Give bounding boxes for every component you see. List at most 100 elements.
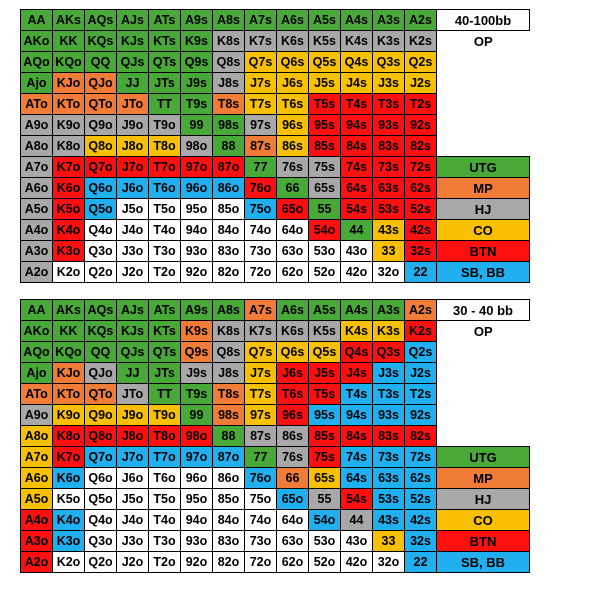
legend-position: BTN	[436, 240, 530, 262]
legend-position: MP	[436, 467, 530, 489]
hand-cell: A9s	[180, 9, 213, 31]
hand-cell: 63o	[276, 240, 309, 262]
legend-position: UTG	[436, 446, 530, 468]
hand-cell: A4o	[20, 219, 53, 241]
hand-cell: 88	[212, 135, 245, 157]
grid-row: AQo KQo QQ QJs QTs Q9s Q8s Q7s Q6s Q5s Q4s Q3s Q2s	[20, 51, 530, 73]
hand-cell: 88	[212, 425, 245, 447]
hand-cell: 22	[404, 261, 437, 283]
hand-cell: KTs	[148, 30, 181, 52]
hand-cell: 73s	[372, 446, 405, 468]
hand-cell: 96s	[276, 114, 309, 136]
hand-cell: 93o	[180, 240, 213, 262]
hand-cell: 32s	[404, 530, 437, 552]
position-label	[436, 51, 530, 73]
hand-cell: 99	[180, 404, 213, 426]
hand-cell: Ajo	[20, 72, 53, 94]
hand-cell: 75o	[244, 488, 277, 510]
hand-cell: KJo	[52, 362, 85, 384]
hand-cell: 83o	[212, 530, 245, 552]
legend-position: CO	[436, 509, 530, 531]
hand-cell: 62s	[404, 177, 437, 199]
hand-cell: Q7s	[244, 51, 277, 73]
hand-cell: J6s	[276, 362, 309, 384]
hand-cell: 63o	[276, 530, 309, 552]
hand-cell: T9o	[148, 114, 181, 136]
hand-cell: 72o	[244, 551, 277, 573]
hand-cell: 82s	[404, 135, 437, 157]
hand-cell: 65s	[308, 467, 341, 489]
hand-cell: 83s	[372, 135, 405, 157]
hand-cell: 85o	[212, 488, 245, 510]
hand-cell: QJo	[84, 72, 117, 94]
hand-cell: 93s	[372, 114, 405, 136]
hand-cell: T7o	[148, 156, 181, 178]
hand-cell: K8s	[212, 320, 245, 342]
hand-cell: 42o	[340, 261, 373, 283]
hand-cell: 94o	[180, 219, 213, 241]
hand-cell: K2o	[52, 261, 85, 283]
hand-cell: J4o	[116, 509, 149, 531]
hand-cell: 42o	[340, 551, 373, 573]
hand-cell: Q9s	[180, 341, 213, 363]
hand-cell: 84o	[212, 219, 245, 241]
hand-cell: 82s	[404, 425, 437, 447]
hand-cell: 94o	[180, 509, 213, 531]
hand-cell: K8s	[212, 30, 245, 52]
hand-cell: J8s	[212, 362, 245, 384]
hand-cell: T6s	[276, 93, 309, 115]
hand-cell: AKs	[52, 299, 85, 321]
hand-cell: 73o	[244, 530, 277, 552]
hand-cell: 33	[372, 530, 405, 552]
hand-cell: 74s	[340, 446, 373, 468]
hand-cell: J9o	[116, 404, 149, 426]
hand-cell: 85o	[212, 198, 245, 220]
hand-cell: 53o	[308, 530, 341, 552]
hand-cell: 63s	[372, 467, 405, 489]
hand-cell: A7s	[244, 299, 277, 321]
hand-cell: K5o	[52, 198, 85, 220]
hand-cell: KTo	[52, 93, 85, 115]
hand-cell: QTo	[84, 93, 117, 115]
hand-cell: 76s	[276, 446, 309, 468]
grid-row: AKo KK KQs KJs KTs K9s K8s K7s K6s K5s K4s K3s K2s OP	[20, 320, 530, 342]
hand-cell: J6o	[116, 467, 149, 489]
hand-cell: AJs	[116, 9, 149, 31]
range-chart-30-40bb: AA AKs AQs AJs ATs A9s A8s A7s A6s A5s A4s A3s A2s 30…	[20, 299, 530, 573]
hand-cell: 84s	[340, 425, 373, 447]
grid-row: A2o K2o Q2o J2o T2o 92o 82o 72o 62o 52o 42o 32o 22 SB…	[20, 551, 530, 573]
hand-cell: 83s	[372, 425, 405, 447]
hand-cell: KJs	[116, 320, 149, 342]
hand-cell: K4s	[340, 30, 373, 52]
hand-cell: 92o	[180, 261, 213, 283]
position-label	[436, 135, 530, 157]
hand-cell: A8s	[212, 9, 245, 31]
hand-cell: K4o	[52, 219, 85, 241]
hand-cell: 73s	[372, 156, 405, 178]
legend-position: CO	[436, 219, 530, 241]
hand-cell: K5o	[52, 488, 85, 510]
hand-cell: A5o	[20, 198, 53, 220]
hand-cell: 55	[308, 198, 341, 220]
hand-cell: J5s	[308, 72, 341, 94]
hand-cell: 72s	[404, 156, 437, 178]
hand-cell: 97o	[180, 446, 213, 468]
hand-cell: T2s	[404, 93, 437, 115]
hand-cell: 52s	[404, 198, 437, 220]
hand-cell: 82o	[212, 551, 245, 573]
hand-cell: 87o	[212, 156, 245, 178]
hand-cell: T6o	[148, 467, 181, 489]
hand-cell: A6o	[20, 467, 53, 489]
hand-cell: J5o	[116, 198, 149, 220]
hand-cell: KJs	[116, 30, 149, 52]
hand-cell: 66	[276, 177, 309, 199]
grid-row: AA AKs AQs AJs ATs A9s A8s A7s A6s A5s A4s A3s A2s 30…	[20, 299, 530, 321]
grid-row: Ajo KJo QJo JJ JTs J9s J8s J7s J6s J5s J4s J3s J2s	[20, 72, 530, 94]
hand-cell: 82o	[212, 261, 245, 283]
hand-cell: A6s	[276, 9, 309, 31]
hand-cell: KK	[52, 320, 85, 342]
grid-row: A5o K5o Q5o J5o T5o 95o 85o 75o 65o 55 54s 53s 52s HJ	[20, 488, 530, 510]
hand-cell: 43s	[372, 509, 405, 531]
hand-cell: T3s	[372, 383, 405, 405]
hand-cell: K7o	[52, 446, 85, 468]
